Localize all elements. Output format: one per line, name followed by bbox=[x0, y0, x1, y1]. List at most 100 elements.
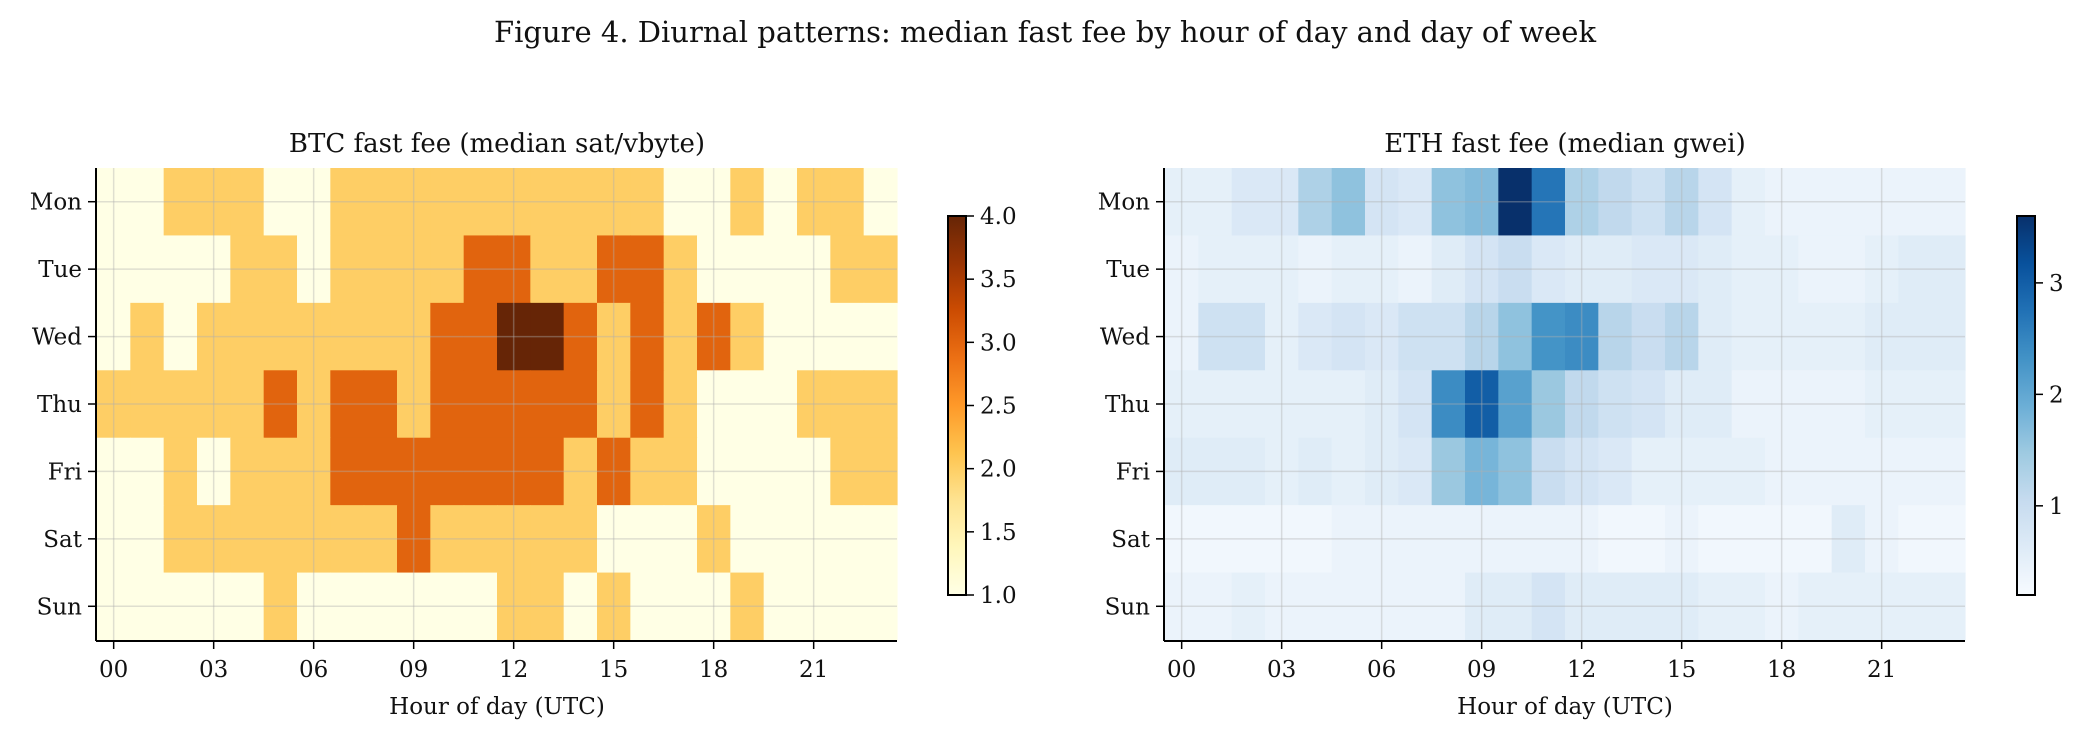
eth-cell-sun-h11 bbox=[1531, 572, 1566, 641]
eth-cell-mon-h11 bbox=[1531, 168, 1566, 237]
btc-cell-thu-h14 bbox=[563, 370, 598, 439]
btc-cell-tue-h12 bbox=[497, 235, 531, 304]
eth-cell-wed-h12 bbox=[1565, 302, 1599, 371]
btc-cell-mon-h0 bbox=[97, 168, 131, 237]
eth-cell-tue-h12 bbox=[1565, 235, 1599, 304]
btc-cell-sun-h23 bbox=[863, 572, 898, 641]
btc-cell-thu-h23 bbox=[863, 370, 898, 439]
btc-cell-mon-h4 bbox=[230, 168, 265, 237]
btc-cell-sun-h18 bbox=[697, 572, 731, 641]
btc-cell-tue-h18 bbox=[697, 235, 731, 304]
eth-cell-sat-h4 bbox=[1298, 505, 1333, 574]
btc-cell-wed-h2 bbox=[163, 302, 198, 371]
eth-cell-sat-h9 bbox=[1465, 505, 1499, 574]
btc-cell-wed-h11 bbox=[463, 302, 498, 371]
btc-cell-fri-h5 bbox=[263, 437, 298, 506]
eth-cell-wed-h6 bbox=[1365, 302, 1399, 371]
eth-cell-sun-h21 bbox=[1865, 572, 1899, 641]
eth-cell-sun-h10 bbox=[1498, 572, 1533, 641]
btc-y-tick-label: Mon bbox=[30, 190, 82, 216]
btc-cell-thu-h11 bbox=[463, 370, 498, 439]
btc-cell-thu-h1 bbox=[130, 370, 165, 439]
btc-cell-fri-h0 bbox=[97, 437, 131, 506]
eth-cell-sun-h9 bbox=[1465, 572, 1499, 641]
eth-cell-thu-h22 bbox=[1898, 370, 1933, 439]
eth-cell-mon-h0 bbox=[1165, 168, 1199, 237]
eth-cell-mon-h18 bbox=[1765, 168, 1799, 237]
eth-cell-fri-h1 bbox=[1198, 437, 1233, 506]
eth-cell-tue-h5 bbox=[1331, 235, 1366, 304]
btc-cell-tue-h11 bbox=[463, 235, 498, 304]
btc-cell-thu-h7 bbox=[330, 370, 365, 439]
btc-cell-fri-h1 bbox=[130, 437, 165, 506]
eth-y-tick-label: Mon bbox=[1098, 190, 1150, 216]
btc-cell-tue-h2 bbox=[163, 235, 198, 304]
btc-cell-thu-h10 bbox=[430, 370, 465, 439]
btc-cell-mon-h10 bbox=[430, 168, 465, 237]
btc-cell-tue-h9 bbox=[397, 235, 431, 304]
eth-cell-sun-h22 bbox=[1898, 572, 1933, 641]
btc-cell-sun-h16 bbox=[630, 572, 665, 641]
btc-cell-thu-h2 bbox=[163, 370, 198, 439]
btc-x-tick-label: 15 bbox=[599, 657, 628, 683]
btc-cell-mon-h21 bbox=[797, 168, 831, 237]
btc-cell-sat-h19 bbox=[730, 505, 765, 574]
eth-cell-sat-h5 bbox=[1331, 505, 1366, 574]
eth-cell-sun-h5 bbox=[1331, 572, 1366, 641]
eth-cell-mon-h23 bbox=[1931, 168, 1966, 237]
btc-cell-fri-h8 bbox=[363, 437, 398, 506]
btc-cell-thu-h12 bbox=[497, 370, 531, 439]
btc-cell-wed-h17 bbox=[663, 302, 698, 371]
eth-cell-tue-h20 bbox=[1831, 235, 1866, 304]
btc-cell-mon-h23 bbox=[863, 168, 898, 237]
btc-cell-tue-h6 bbox=[297, 235, 331, 304]
eth-x-tick-label: 18 bbox=[1767, 657, 1796, 683]
btc-cell-tue-h4 bbox=[230, 235, 265, 304]
eth-cell-mon-h12 bbox=[1565, 168, 1599, 237]
btc-cell-thu-h15 bbox=[597, 370, 631, 439]
btc-cell-mon-h3 bbox=[197, 168, 231, 237]
eth-cell-tue-h17 bbox=[1731, 235, 1766, 304]
eth-cell-sun-h13 bbox=[1598, 572, 1633, 641]
eth-cell-sat-h2 bbox=[1231, 505, 1266, 574]
eth-cell-sun-h15 bbox=[1665, 572, 1699, 641]
btc-cell-thu-h21 bbox=[797, 370, 831, 439]
btc-x-tick-label: 09 bbox=[399, 657, 428, 683]
btc-colorbar: 1.0 1.5 2.0 2.5 3.0 3.5 4.0 bbox=[947, 204, 1017, 609]
btc-cell-tue-h8 bbox=[363, 235, 398, 304]
eth-cell-mon-h9 bbox=[1465, 168, 1499, 237]
eth-cell-mon-h8 bbox=[1431, 168, 1466, 237]
btc-cell-wed-h5 bbox=[263, 302, 298, 371]
btc-cell-tue-h21 bbox=[797, 235, 831, 304]
eth-cell-wed-h10 bbox=[1498, 302, 1533, 371]
btc-cell-wed-h20 bbox=[763, 302, 798, 371]
eth-colorbar-tick-label: 3 bbox=[2049, 271, 2064, 297]
btc-cell-mon-h8 bbox=[363, 168, 398, 237]
btc-cell-fri-h21 bbox=[797, 437, 831, 506]
btc-colorbar-tick-label: 3.0 bbox=[980, 330, 1017, 356]
eth-cell-thu-h9 bbox=[1465, 370, 1499, 439]
btc-cell-wed-h0 bbox=[97, 302, 131, 371]
btc-cell-tue-h5 bbox=[263, 235, 298, 304]
btc-cell-mon-h9 bbox=[397, 168, 431, 237]
eth-cell-mon-h14 bbox=[1631, 168, 1666, 237]
btc-cell-mon-h18 bbox=[697, 168, 731, 237]
btc-cell-fri-h3 bbox=[197, 437, 231, 506]
btc-cell-thu-h4 bbox=[230, 370, 265, 439]
eth-cell-mon-h10 bbox=[1498, 168, 1533, 237]
eth-cell-thu-h18 bbox=[1765, 370, 1799, 439]
eth-cell-sat-h6 bbox=[1365, 505, 1399, 574]
btc-x-tick-label: 00 bbox=[99, 657, 128, 683]
eth-cell-tue-h13 bbox=[1598, 235, 1633, 304]
btc-cell-sat-h8 bbox=[363, 505, 398, 574]
figure-title: Figure 4. Diurnal patterns: median fast … bbox=[494, 15, 1596, 49]
btc-cell-mon-h17 bbox=[663, 168, 698, 237]
eth-cell-tue-h6 bbox=[1365, 235, 1399, 304]
eth-cell-fri-h13 bbox=[1598, 437, 1633, 506]
eth-y-tick-label: Thu bbox=[1105, 392, 1150, 418]
btc-cell-tue-h13 bbox=[530, 235, 565, 304]
eth-colorbar-tick-label: 1 bbox=[2049, 494, 2064, 520]
btc-colorbar-tick-label: 1.5 bbox=[980, 520, 1017, 546]
btc-cell-fri-h18 bbox=[697, 437, 731, 506]
eth-cell-tue-h11 bbox=[1531, 235, 1566, 304]
